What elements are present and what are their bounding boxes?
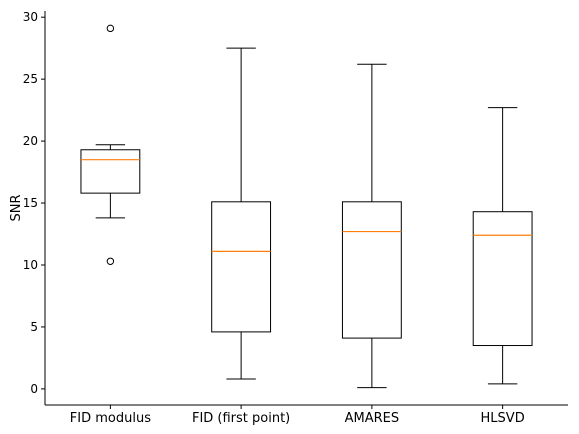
x-tick-label: FID modulus xyxy=(70,411,151,426)
x-tick-label: AMARES xyxy=(345,411,400,426)
x-tick-label: HLSVD xyxy=(481,411,525,426)
y-tick-label: 20 xyxy=(23,134,38,148)
outlier-point xyxy=(106,257,115,265)
y-tick-label: 10 xyxy=(23,258,38,272)
box-group xyxy=(341,63,402,389)
box-group xyxy=(472,107,533,385)
y-tick-label: 0 xyxy=(30,382,38,396)
y-tick-label: 5 xyxy=(30,320,38,334)
box-group xyxy=(211,47,272,380)
iqr-box xyxy=(341,201,402,339)
iqr-box xyxy=(211,201,272,333)
y-tick-label: 25 xyxy=(23,72,38,86)
y-tick-label: 30 xyxy=(23,10,38,24)
y-tick-label: 15 xyxy=(23,196,38,210)
plot-marks xyxy=(80,24,533,389)
iqr-box xyxy=(472,211,533,347)
y-axis-ticks: 0 5 10 15 20 25 30 xyxy=(23,10,45,396)
outlier-point xyxy=(106,24,115,33)
box-group xyxy=(80,24,141,265)
x-tick-label: FID (first point) xyxy=(192,411,290,426)
iqr-box xyxy=(80,149,141,194)
y-axis-label: SNR xyxy=(9,194,24,221)
x-axis-ticks: FID modulus FID (first point) AMARES HLSVD xyxy=(70,405,525,426)
